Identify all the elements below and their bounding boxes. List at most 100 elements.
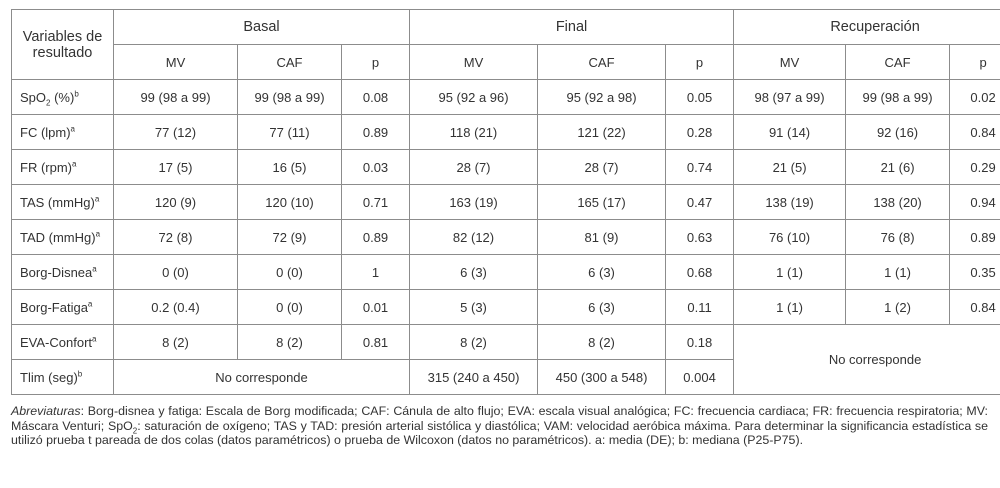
- table-cell: 163 (19): [410, 185, 538, 220]
- table-row: TAD (mmHg)a 72 (8) 72 (9) 0.89 82 (12) 8…: [12, 220, 1000, 255]
- table-cell: 121 (22): [538, 115, 666, 150]
- table-cell: 0.63: [666, 220, 734, 255]
- table-cell: 120 (10): [238, 185, 342, 220]
- table-row: FC (lpm)a 77 (12) 77 (11) 0.89 118 (21) …: [12, 115, 1000, 150]
- basal-not-applicable-cell: No corresponde: [114, 360, 410, 395]
- table-cell: 81 (9): [538, 220, 666, 255]
- row-label: TAD (mmHg)a: [12, 220, 114, 255]
- table-cell: 1 (2): [846, 290, 950, 325]
- table-row: Borg-Disneaa 0 (0) 0 (0) 1 6 (3) 6 (3) 0…: [12, 255, 1000, 290]
- table-cell: 1 (1): [734, 255, 846, 290]
- table-cell: 72 (9): [238, 220, 342, 255]
- table-cell: 138 (19): [734, 185, 846, 220]
- table-cell: 450 (300 a 548): [538, 360, 666, 395]
- table-cell: 165 (17): [538, 185, 666, 220]
- subcol-caf: CAF: [846, 45, 950, 80]
- table-cell: 6 (3): [538, 290, 666, 325]
- table-cell: 0.08: [342, 80, 410, 115]
- table-cell: 28 (7): [410, 150, 538, 185]
- row-label: FC (lpm)a: [12, 115, 114, 150]
- table-footnote: Abreviaturas: Borg-disnea y fatiga: Esca…: [11, 404, 988, 448]
- table-cell: 1 (1): [734, 290, 846, 325]
- table-cell: 1 (1): [846, 255, 950, 290]
- table-cell: 0.28: [666, 115, 734, 150]
- table-cell: 8 (2): [410, 325, 538, 360]
- row-label: Tlim (seg)b: [12, 360, 114, 395]
- subcol-p: p: [666, 45, 734, 80]
- table-cell: 0.94: [950, 185, 1000, 220]
- table-cell: 99 (98 a 99): [846, 80, 950, 115]
- subcol-caf: CAF: [538, 45, 666, 80]
- group-header-final: Final: [410, 10, 734, 45]
- table-cell: 95 (92 a 98): [538, 80, 666, 115]
- results-table: Variables de resultado Basal Final Recup…: [11, 9, 1000, 395]
- table-cell: 0.47: [666, 185, 734, 220]
- table-row: EVA-Conforta 8 (2) 8 (2) 0.81 8 (2) 8 (2…: [12, 325, 1000, 360]
- table-cell: 6 (3): [410, 255, 538, 290]
- table-cell: 92 (16): [846, 115, 950, 150]
- table-cell: 0.84: [950, 290, 1000, 325]
- row-label: TAS (mmHg)a: [12, 185, 114, 220]
- row-label: FR (rpm)a: [12, 150, 114, 185]
- row-label: Borg-Fatigaa: [12, 290, 114, 325]
- table-cell: 138 (20): [846, 185, 950, 220]
- table-row: Borg-Fatigaa 0.2 (0.4) 0 (0) 0.01 5 (3) …: [12, 290, 1000, 325]
- subcol-mv: MV: [410, 45, 538, 80]
- subcol-mv: MV: [734, 45, 846, 80]
- variables-header: Variables de resultado: [12, 10, 114, 80]
- table-cell: 82 (12): [410, 220, 538, 255]
- table-cell: 0 (0): [114, 255, 238, 290]
- abbreviations-label: Abreviaturas: [11, 404, 81, 418]
- table-cell: 0.02: [950, 80, 1000, 115]
- table-cell: 0.01: [342, 290, 410, 325]
- table-cell: 0 (0): [238, 255, 342, 290]
- table-cell: 0 (0): [238, 290, 342, 325]
- table-cell: 120 (9): [114, 185, 238, 220]
- table-cell: 315 (240 a 450): [410, 360, 538, 395]
- table-cell: 99 (98 a 99): [238, 80, 342, 115]
- table-cell: 1: [342, 255, 410, 290]
- table-cell: 77 (12): [114, 115, 238, 150]
- table-cell: 0.18: [666, 325, 734, 360]
- table-cell: 0.05: [666, 80, 734, 115]
- table-cell: 0.71: [342, 185, 410, 220]
- header-row-groups: Variables de resultado Basal Final Recup…: [12, 10, 1000, 45]
- table-cell: 0.004: [666, 360, 734, 395]
- table-cell: 0.81: [342, 325, 410, 360]
- table-cell: 6 (3): [538, 255, 666, 290]
- recuperacion-not-applicable-cell: No corresponde: [734, 325, 1000, 395]
- table-cell: 21 (5): [734, 150, 846, 185]
- subcol-p: p: [342, 45, 410, 80]
- table-row: FR (rpm)a 17 (5) 16 (5) 0.03 28 (7) 28 (…: [12, 150, 1000, 185]
- table-cell: 28 (7): [538, 150, 666, 185]
- subcol-mv: MV: [114, 45, 238, 80]
- group-header-recuperacion: Recuperación: [734, 10, 1000, 45]
- footnote-text-part2: : saturación de oxígeno; TAS y TAD: pres…: [11, 419, 988, 448]
- table-cell: 76 (10): [734, 220, 846, 255]
- table-cell: 21 (6): [846, 150, 950, 185]
- table-cell: 0.11: [666, 290, 734, 325]
- table-cell: 0.84: [950, 115, 1000, 150]
- table-cell: 95 (92 a 96): [410, 80, 538, 115]
- table-cell: 0.03: [342, 150, 410, 185]
- table-cell: 72 (8): [114, 220, 238, 255]
- table-cell: 0.89: [342, 220, 410, 255]
- table-cell: 0.2 (0.4): [114, 290, 238, 325]
- row-label: Borg-Disneaa: [12, 255, 114, 290]
- table-cell: 16 (5): [238, 150, 342, 185]
- table-cell: 0.74: [666, 150, 734, 185]
- table-cell: 98 (97 a 99): [734, 80, 846, 115]
- row-label: EVA-Conforta: [12, 325, 114, 360]
- table-cell: 5 (3): [410, 290, 538, 325]
- table-row: TAS (mmHg)a 120 (9) 120 (10) 0.71 163 (1…: [12, 185, 1000, 220]
- table-cell: 118 (21): [410, 115, 538, 150]
- table-cell: 77 (11): [238, 115, 342, 150]
- table-cell: 8 (2): [238, 325, 342, 360]
- table-cell: 8 (2): [538, 325, 666, 360]
- table-cell: 76 (8): [846, 220, 950, 255]
- subcol-p: p: [950, 45, 1000, 80]
- table-cell: 91 (14): [734, 115, 846, 150]
- table-cell: 0.35: [950, 255, 1000, 290]
- header-row-subcols: MV CAF p MV CAF p MV CAF p: [12, 45, 1000, 80]
- results-table-container: Variables de resultado Basal Final Recup…: [11, 9, 988, 395]
